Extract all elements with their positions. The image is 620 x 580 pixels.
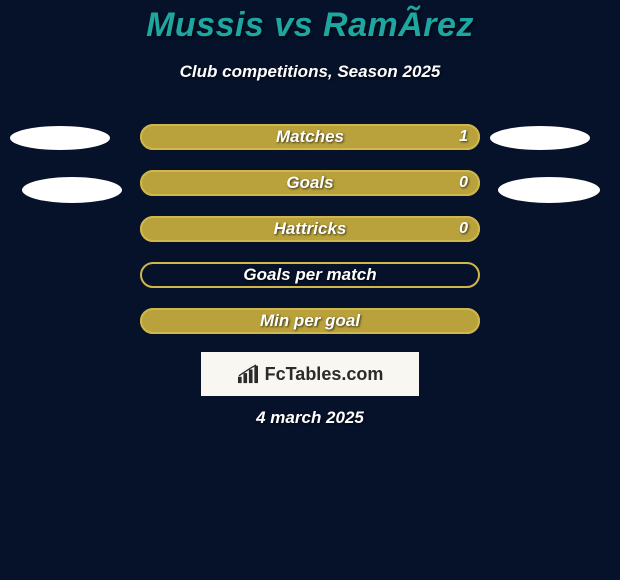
title-text: Mussis vs RamÃrez bbox=[146, 6, 474, 44]
player-photo-placeholder bbox=[498, 177, 600, 203]
stat-label: Matches bbox=[276, 127, 344, 147]
stat-label: Min per goal bbox=[260, 311, 360, 331]
comparison-infographic: Mussis vs RamÃrez Club competitions, Sea… bbox=[0, 0, 620, 580]
stat-value: 0 bbox=[459, 174, 468, 192]
stat-row: Matches 1 bbox=[140, 124, 480, 150]
page-title: Mussis vs RamÃrez bbox=[0, 6, 620, 45]
stat-label: Goals bbox=[286, 173, 333, 193]
stat-label: Hattricks bbox=[274, 219, 347, 239]
subtitle: Club competitions, Season 2025 bbox=[0, 62, 620, 82]
stat-row: Hattricks 0 bbox=[140, 216, 480, 242]
brand-badge: FcTables.com bbox=[201, 352, 419, 396]
bar-chart-icon bbox=[237, 364, 259, 384]
player-photo-placeholder bbox=[22, 177, 122, 203]
brand-text: FcTables.com bbox=[265, 364, 384, 385]
stat-label: Goals per match bbox=[243, 265, 376, 285]
player-photo-placeholder bbox=[10, 126, 110, 150]
stat-value: 0 bbox=[459, 220, 468, 238]
stat-row: Goals per match bbox=[140, 262, 480, 288]
date-label: 4 march 2025 bbox=[0, 408, 620, 428]
player-photo-placeholder bbox=[490, 126, 590, 150]
stat-value: 1 bbox=[459, 128, 468, 146]
stat-row: Min per goal bbox=[140, 308, 480, 334]
stat-bars: Matches 1 Goals 0 Hattricks 0 Goals per match M… bbox=[140, 124, 480, 354]
stat-row: Goals 0 bbox=[140, 170, 480, 196]
